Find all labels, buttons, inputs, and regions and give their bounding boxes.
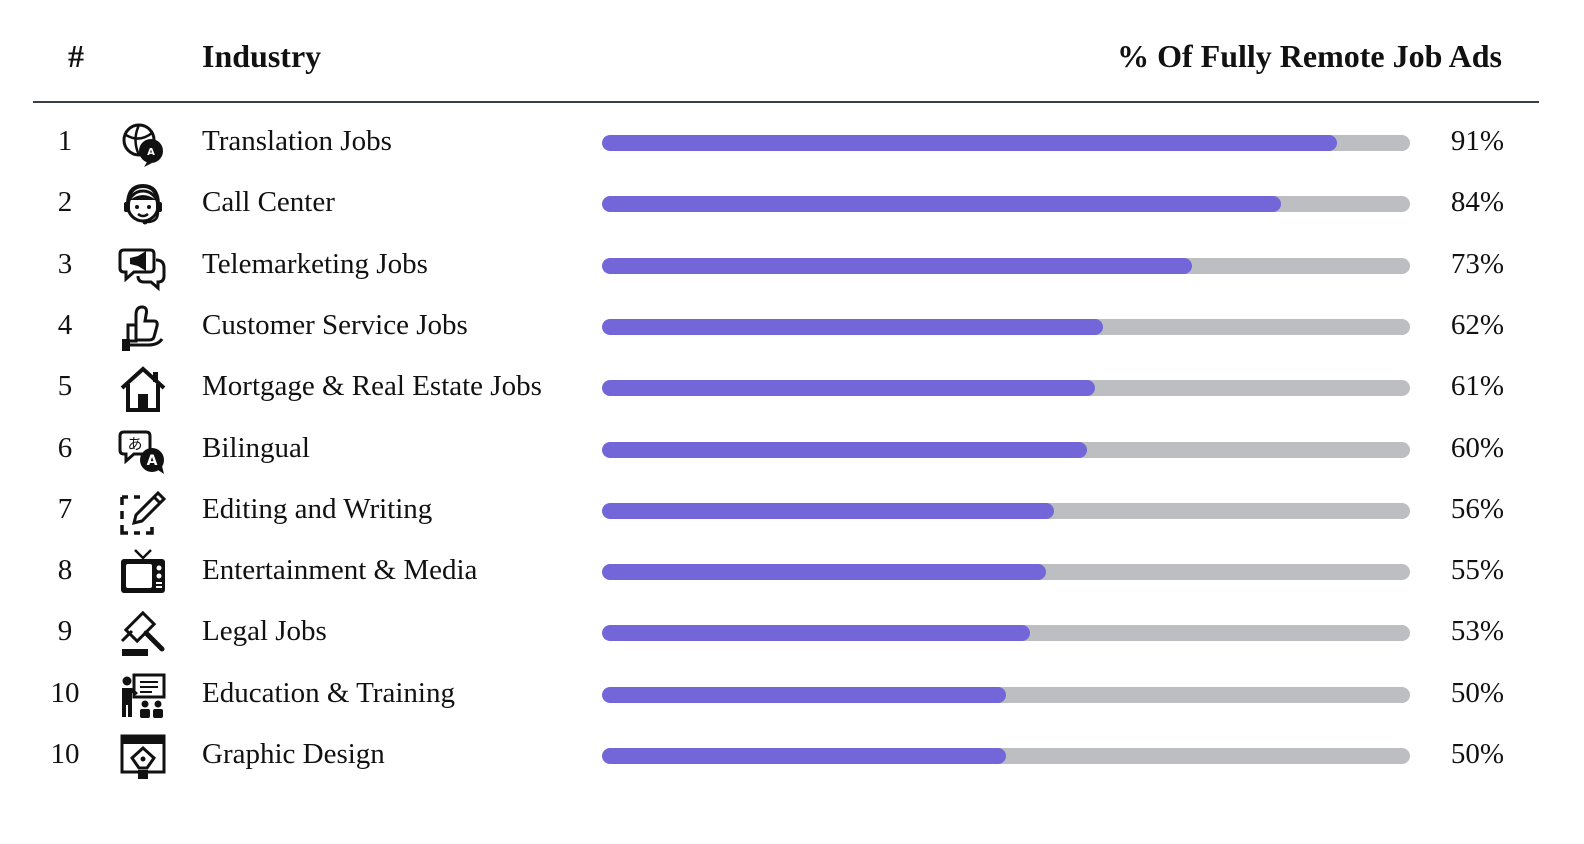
bar-fill — [602, 441, 1087, 458]
percent-value: 55% — [1450, 554, 1504, 587]
industry-label: Customer Service Jobs — [202, 308, 468, 341]
industry-label: Legal Jobs — [202, 615, 327, 648]
translation-icon: A — [118, 119, 168, 169]
headset-agent-icon — [118, 180, 168, 230]
industry-label: Mortgage & Real Estate Jobs — [202, 370, 542, 403]
industry-column-header: Industry — [202, 38, 322, 74]
industry-label: Bilingual — [202, 431, 310, 464]
rank-number: 10 — [50, 676, 80, 709]
bar-track — [602, 135, 1410, 151]
rank-number: 8 — [57, 554, 73, 587]
table-row: 5 Mortgage & Real Estate Jobs 61% — [0, 358, 1584, 419]
bar-track — [602, 564, 1410, 581]
house-icon — [118, 364, 168, 414]
bar-track — [602, 502, 1410, 519]
gavel-icon — [118, 609, 168, 659]
classroom-icon — [118, 671, 168, 721]
svg-text:A: A — [147, 453, 158, 469]
percent-column-header: % Of Fully Remote Job Ads — [1117, 38, 1502, 74]
bar-fill — [602, 502, 1055, 519]
table-row: 9 Legal Jobs 53% — [0, 603, 1584, 664]
percent-value: 50% — [1450, 676, 1504, 709]
percent-value: 62% — [1450, 308, 1504, 341]
bar-track — [602, 441, 1410, 458]
rank-number: 6 — [57, 431, 73, 464]
bar-track — [602, 748, 1410, 764]
table-row: 10 Graphic Design 50% — [0, 726, 1584, 787]
industry-label: Education & Training — [202, 676, 455, 709]
table-row: 10 Education & Training 50% — [0, 665, 1584, 726]
bar-fill — [602, 196, 1281, 213]
table-row: 3 Telemarketing Jobs 73% — [0, 236, 1584, 297]
bar-fill — [602, 625, 1031, 642]
bar-track — [602, 257, 1410, 274]
industry-label: Editing and Writing — [202, 492, 433, 525]
edit-pencil-icon — [118, 487, 168, 537]
design-pen-icon — [118, 732, 168, 782]
bar-fill — [602, 380, 1095, 397]
thumbs-up-hand-icon — [118, 303, 168, 353]
table-row: 8 Entertainment & Media 55% — [0, 542, 1584, 603]
rank-number: 10 — [50, 738, 80, 770]
percent-value: 91% — [1450, 125, 1504, 157]
percent-value: 84% — [1450, 186, 1504, 219]
bar-fill — [602, 318, 1103, 335]
rank-number: 2 — [57, 186, 73, 219]
svg-text:A: A — [147, 147, 155, 158]
bar-fill — [602, 135, 1338, 151]
bar-track — [602, 196, 1410, 213]
tv-icon — [118, 548, 168, 598]
table-row: 2 Call Center 84% — [0, 174, 1584, 235]
svg-text:あ: あ — [127, 435, 142, 453]
rank-column-header: # — [68, 38, 84, 74]
percent-value: 53% — [1450, 615, 1504, 648]
bar-track — [602, 686, 1410, 703]
table-row: 7 Editing and Writing 56% — [0, 481, 1584, 542]
percent-value: 60% — [1450, 431, 1504, 464]
table-row: 6 あ A Bilingual 60% — [0, 420, 1584, 481]
bar-fill — [602, 564, 1047, 581]
bar-fill — [602, 686, 1006, 703]
percent-value: 56% — [1450, 492, 1504, 525]
percent-value: 61% — [1450, 370, 1504, 403]
megaphone-chat-icon — [118, 242, 168, 292]
rank-number: 3 — [57, 247, 73, 280]
rank-number: 9 — [57, 615, 73, 648]
rank-number: 1 — [57, 125, 73, 157]
industry-label: Graphic Design — [202, 738, 385, 770]
percent-value: 73% — [1450, 247, 1504, 280]
table-row: 4 Customer Service Jobs 62% — [0, 297, 1584, 358]
industry-label: Entertainment & Media — [202, 554, 478, 587]
bar-track — [602, 318, 1410, 335]
percent-value: 50% — [1450, 738, 1504, 770]
rank-number: 4 — [57, 308, 73, 341]
industry-label: Call Center — [202, 186, 335, 219]
bar-fill — [602, 257, 1192, 274]
table-row: 1 A Translation Jobs 91% — [0, 113, 1584, 174]
rank-number: 7 — [57, 492, 73, 525]
bar-track — [602, 625, 1410, 642]
rank-number: 5 — [57, 370, 73, 403]
industry-label: Telemarketing Jobs — [202, 247, 428, 280]
header-divider — [33, 101, 1539, 103]
industry-label: Translation Jobs — [202, 125, 392, 157]
bar-fill — [602, 748, 1006, 764]
bar-track — [602, 380, 1410, 397]
table-header: # Industry % Of Fully Remote Job Ads — [0, 0, 1584, 103]
